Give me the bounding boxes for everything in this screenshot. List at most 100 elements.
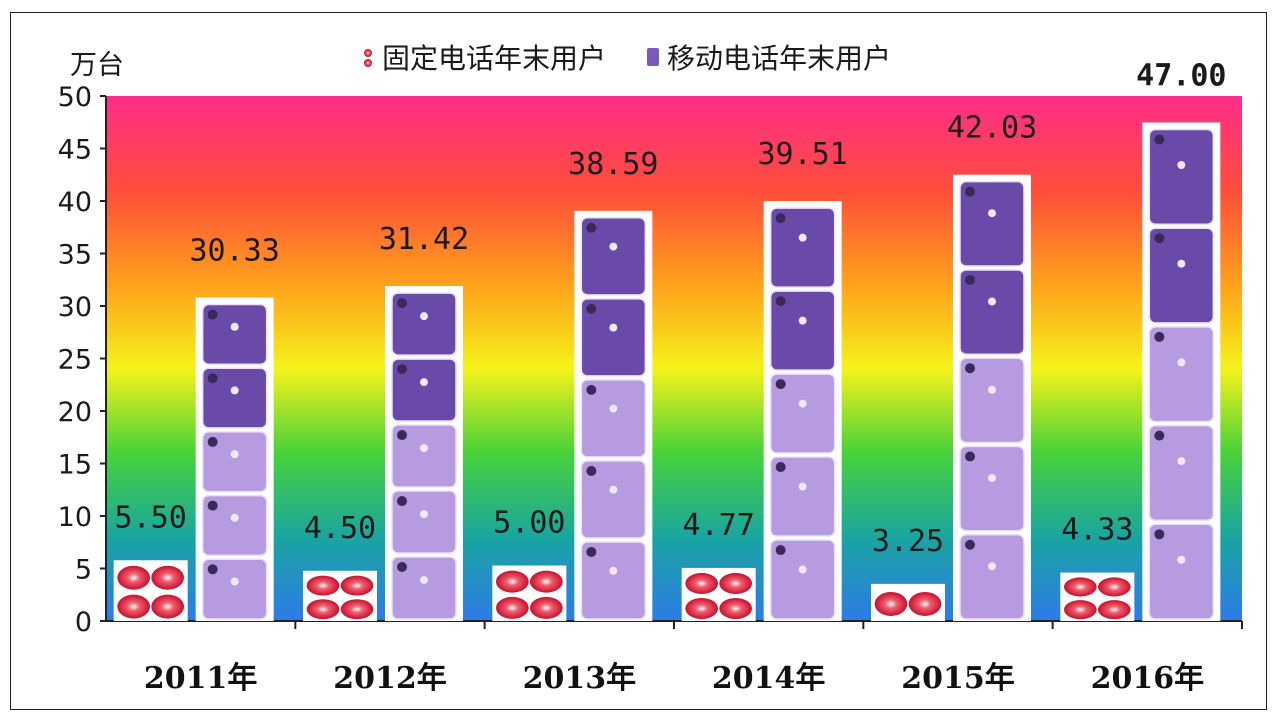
legend-swatch: [647, 48, 659, 66]
bar-mobile-logo: [420, 378, 428, 387]
bar-mobile-logo: [230, 577, 239, 586]
bar-fixed-pattern: [1064, 577, 1097, 597]
data-label-mobile: 31.42: [379, 222, 469, 257]
y-tick-label: 45: [58, 135, 92, 166]
bar-mobile-logo: [1177, 457, 1186, 466]
bar-mobile-logo: [420, 510, 428, 519]
bar-mobile-camera: [207, 309, 218, 320]
bar-fixed-pattern: [1098, 600, 1131, 620]
bar-mobile-camera: [775, 462, 786, 473]
y-tick-label: 30: [58, 292, 92, 323]
bar-fixed-2016年: [1060, 572, 1135, 621]
bar-mobile-logo: [988, 385, 996, 394]
bar-fixed-pattern: [719, 572, 752, 594]
bar-fixed-pattern: [306, 575, 340, 596]
x-tick-label: 2014年: [712, 661, 826, 696]
bar-mobile-camera: [397, 364, 407, 375]
y-tick-label: 10: [58, 502, 92, 533]
bar-mobile-tile: [580, 217, 647, 296]
bar-mobile-2014年: [763, 201, 842, 621]
bar-fixed-pattern: [496, 570, 529, 593]
bar-mobile-camera: [207, 373, 218, 384]
bar-fixed-2014年: [681, 567, 756, 621]
bar-mobile-camera: [586, 384, 597, 395]
bar-mobile-2015年: [953, 174, 1031, 621]
x-tick-label: 2016年: [1091, 661, 1205, 696]
data-label-mobile: 39.51: [758, 137, 848, 172]
data-label-mobile: 42.03: [947, 111, 1037, 146]
bar-fixed-pattern: [1064, 600, 1097, 620]
bar-mobile-camera: [397, 430, 407, 441]
bar-fixed-pattern: [117, 565, 150, 590]
bar-fixed-pattern: [874, 591, 908, 616]
bar-mobile-logo: [988, 562, 996, 571]
bar-mobile-camera: [965, 363, 975, 374]
bar-mobile-logo: [798, 399, 807, 408]
bar-fixed-2013年: [492, 565, 567, 621]
bar-mobile-logo: [230, 386, 239, 395]
bar-mobile-tile: [959, 180, 1025, 267]
bar-mobile-logo: [798, 565, 807, 574]
bar-mobile-tile: [959, 533, 1025, 620]
bar-mobile-camera: [207, 500, 218, 511]
bar-mobile-logo: [798, 482, 807, 491]
bar-mobile-logo: [1177, 259, 1186, 268]
bar-mobile-camera: [775, 545, 786, 556]
data-label-mobile: 30.33: [190, 234, 280, 269]
bar-mobile-camera: [775, 296, 786, 307]
bar-mobile-camera: [586, 303, 597, 314]
bar-mobile-camera: [965, 539, 975, 550]
bar-mobile-tile: [201, 558, 268, 620]
bar-mobile-tile: [959, 269, 1025, 355]
bar-mobile-tile: [391, 490, 457, 554]
bar-mobile-tile: [1148, 326, 1215, 423]
bar-mobile-logo: [1177, 555, 1186, 564]
y-tick-label: 15: [58, 450, 92, 481]
data-label-fixed: 5.00: [493, 506, 565, 541]
bar-fixed-pattern: [496, 596, 529, 619]
y-tick-label: 5: [75, 555, 92, 586]
bar-mobile-camera: [1154, 134, 1165, 145]
bar-mobile-camera: [965, 274, 975, 285]
plot-background: [106, 96, 1242, 621]
bar-mobile-2012年: [385, 286, 463, 621]
bar-mobile-tile: [580, 379, 647, 458]
bar-mobile-camera: [1154, 233, 1165, 244]
bar-mobile-tile: [1148, 227, 1215, 324]
bar-mobile-tile: [959, 445, 1025, 532]
bar-mobile-logo: [988, 209, 996, 218]
bar-fixed-pattern: [530, 570, 563, 593]
legend-label: 移动电话年末用户: [667, 42, 891, 75]
y-tick-label: 20: [58, 397, 92, 428]
bar-mobile-2013年: [574, 210, 653, 621]
bar-mobile-logo: [230, 450, 239, 459]
bar-mobile-camera: [586, 222, 597, 233]
bar-mobile-tile: [580, 541, 647, 620]
y-axis-unit: 万台: [70, 50, 124, 81]
x-tick-label: 2013年: [523, 661, 637, 696]
bar-mobile-logo: [230, 322, 239, 331]
legend-swatch: [364, 49, 372, 57]
data-label-fixed: 4.77: [683, 508, 755, 543]
bar-mobile-tile: [201, 367, 268, 429]
bar-mobile-camera: [1154, 529, 1165, 540]
bar-mobile-camera: [397, 298, 407, 309]
bar-mobile-logo: [609, 323, 618, 332]
data-label-fixed: 5.50: [115, 500, 187, 535]
y-tick-label: 50: [58, 82, 92, 113]
bar-mobile-camera: [775, 213, 786, 224]
data-label-mobile: 38.59: [568, 147, 658, 182]
bar-mobile-logo: [1177, 358, 1186, 367]
y-tick-label: 35: [58, 240, 92, 271]
bar-fixed-2011年: [113, 560, 188, 621]
bar-mobile-tile: [201, 494, 268, 557]
bar-fixed-pattern: [151, 565, 184, 590]
bar-mobile-logo: [609, 242, 618, 251]
bar-mobile-logo: [609, 404, 618, 413]
bar-mobile-tile: [391, 556, 457, 620]
bar-mobile-camera: [965, 451, 975, 462]
bar-mobile-tile: [1148, 128, 1215, 225]
bar-fixed-pattern: [340, 575, 374, 596]
bar-mobile-camera: [965, 186, 975, 197]
